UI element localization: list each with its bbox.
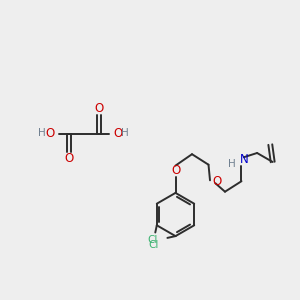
Text: Cl: Cl: [148, 239, 159, 250]
Text: O: O: [46, 127, 55, 140]
Text: H: H: [38, 128, 46, 139]
Text: O: O: [212, 175, 221, 188]
Text: O: O: [94, 102, 103, 115]
Text: N: N: [239, 153, 248, 166]
Text: H: H: [121, 128, 128, 139]
Text: O: O: [113, 127, 122, 140]
Text: Cl: Cl: [147, 235, 158, 245]
Text: O: O: [171, 164, 180, 177]
Text: O: O: [64, 152, 74, 165]
Text: H: H: [228, 159, 236, 169]
